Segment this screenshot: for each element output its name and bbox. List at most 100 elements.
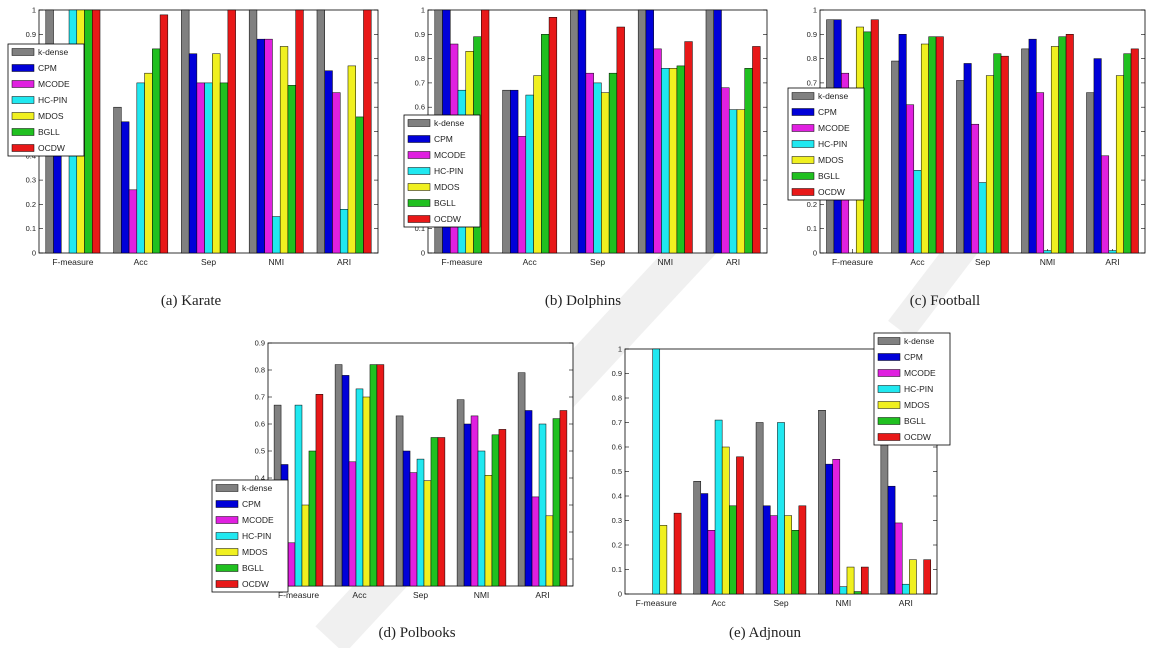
- bar-cpm-sep: [188, 53, 198, 254]
- bar-k-dense-acc: [693, 481, 702, 595]
- legend-swatch-mdos: [407, 183, 431, 191]
- y-tick-label: 0.6: [415, 103, 425, 112]
- bar-k-dense-nmi: [818, 410, 826, 595]
- x-tick-label: NMI: [1040, 257, 1056, 267]
- bar-cpm-nmi: [825, 463, 833, 595]
- x-tick-label: Sep: [590, 257, 605, 267]
- legend-swatch-mdos: [215, 548, 239, 556]
- bar-hc-pin-acc: [525, 94, 534, 254]
- legend-swatch-cpm: [215, 500, 239, 508]
- bar-hc-pin-acc: [913, 170, 922, 254]
- bar-cpm-ari: [324, 70, 333, 254]
- y-tick-label: 0.7: [255, 393, 265, 402]
- legend-label-hc-pin: HC-PIN: [434, 166, 463, 176]
- legend-label-cpm: CPM: [38, 63, 57, 73]
- bar-k-dense-acc: [113, 106, 122, 254]
- legend-swatch-mcode: [215, 516, 239, 524]
- legend-label-ocdw: OCDW: [904, 432, 931, 442]
- chart-panel-5: 0 0.1 0.2 0.3 0.4 0.5 0.6 0.7 0.8 0.9 1 F-measure Ac…: [612, 332, 951, 641]
- bar-bgll-f-measure: [863, 31, 872, 254]
- bar-ocdw-acc: [736, 456, 744, 595]
- bar-ocdw-nmi: [860, 566, 869, 595]
- legend-label-mdos: MDOS: [38, 111, 64, 121]
- legend-swatch-bgll: [407, 199, 431, 207]
- bar-bgll-ari: [744, 68, 753, 254]
- legend-label-cpm: CPM: [242, 499, 261, 509]
- legend-label-hc-pin: HC-PIN: [38, 95, 67, 105]
- x-tick-label: ARI: [899, 598, 913, 608]
- bar-mdos-ari: [347, 65, 356, 254]
- bar-ocdw-ari: [923, 559, 932, 595]
- bar-hc-pin-sep: [978, 182, 987, 254]
- legend-label-cpm: CPM: [818, 107, 837, 117]
- bar-k-dense-ari: [705, 9, 714, 254]
- y-tick-label: 0.1: [26, 224, 36, 233]
- x-tick-label: Acc: [352, 590, 367, 600]
- panel-caption: (c) Football: [910, 293, 980, 309]
- bar-k-dense-sep: [956, 80, 965, 254]
- bar-mdos-nmi: [484, 475, 493, 587]
- bar-ocdw-f-measure: [870, 19, 879, 254]
- y-tick-label: 0.5: [612, 467, 622, 476]
- legend-label-mcode: MCODE: [818, 123, 850, 133]
- bar-ocdw-sep: [227, 9, 236, 254]
- legend-swatch-mdos: [791, 156, 815, 164]
- legend-swatch-ocdw: [11, 144, 35, 152]
- bar-ocdw-nmi: [295, 9, 304, 254]
- x-tick-label: F-measure: [832, 257, 873, 267]
- x-tick-label: F-measure: [278, 590, 319, 600]
- bar-hc-pin-ari: [538, 423, 547, 587]
- bar-mdos-sep: [423, 480, 432, 587]
- bar-bgll-f-measure: [84, 9, 93, 254]
- legend-swatch-k-dense: [407, 119, 431, 127]
- bar-mdos-nmi: [279, 46, 289, 254]
- bar-cpm-sep: [963, 63, 972, 254]
- y-tick-label: 0.2: [26, 200, 36, 209]
- y-tick-label: 0.5: [255, 447, 265, 456]
- bar-ocdw-ari: [752, 46, 761, 254]
- legend-label-mdos: MDOS: [242, 547, 268, 557]
- bar-cpm-acc: [898, 34, 907, 254]
- bar-bgll-nmi: [676, 65, 685, 254]
- bar-bgll-nmi: [287, 85, 296, 254]
- legend-label-ocdw: OCDW: [38, 143, 65, 153]
- bar-mcode-nmi: [653, 48, 662, 254]
- bar-ocdw-sep: [616, 26, 625, 254]
- x-tick-label: Sep: [201, 257, 216, 267]
- bar-cpm-sep: [402, 450, 411, 587]
- bar-bgll-acc: [541, 34, 550, 254]
- legend: k-dense CPM MCODE HC-PIN MDOS BGLL OCDW: [211, 479, 289, 593]
- charts-group: 0 0.1 0.2 0.3 0.4 0.5 0.6 0.7 0.8 0.9 1 F-measure Ac…: [7, 6, 1146, 641]
- bar-k-dense-nmi: [248, 9, 258, 254]
- legend-swatch-mcode: [877, 369, 901, 377]
- x-tick-label: NMI: [658, 257, 674, 267]
- chart-panel-3: 00.10.20.30.40.50.60.70.80.91F-measureAc…: [787, 6, 1146, 309]
- legend-label-cpm: CPM: [904, 352, 923, 362]
- bar-ocdw-f-measure: [315, 394, 324, 587]
- bar-mcode-ari: [531, 496, 540, 587]
- x-tick-label: ARI: [535, 590, 549, 600]
- bar-bgll-sep: [608, 72, 618, 254]
- bar-mdos-sep: [985, 75, 994, 254]
- y-tick-label: 0.9: [26, 30, 36, 39]
- y-tick-label: 0: [421, 249, 425, 258]
- y-tick-label: 0.7: [612, 418, 622, 427]
- legend-label-k-dense: k-dense: [434, 118, 465, 128]
- panel-caption: (b) Dolphins: [545, 293, 621, 309]
- legend-label-hc-pin: HC-PIN: [904, 384, 933, 394]
- bar-k-dense-sep: [755, 422, 764, 595]
- bar-ocdw-acc: [376, 364, 385, 587]
- legend-swatch-k-dense: [791, 92, 815, 100]
- bar-bgll-nmi: [853, 591, 862, 595]
- bar-mdos-acc: [533, 75, 542, 254]
- legend-label-ocdw: OCDW: [818, 187, 845, 197]
- bar-ocdw-acc: [159, 14, 169, 254]
- y-tick-label: 0.8: [415, 54, 425, 63]
- bar-k-dense-ari: [316, 9, 325, 254]
- y-tick-label: 0: [32, 249, 36, 258]
- legend: k-dense CPM MCODE HC-PIN MDOS BGLL OCDW: [873, 332, 951, 446]
- legend-swatch-hc-pin: [11, 96, 35, 104]
- y-tick-label: 0.4: [255, 474, 265, 483]
- legend-label-mdos: MDOS: [904, 400, 930, 410]
